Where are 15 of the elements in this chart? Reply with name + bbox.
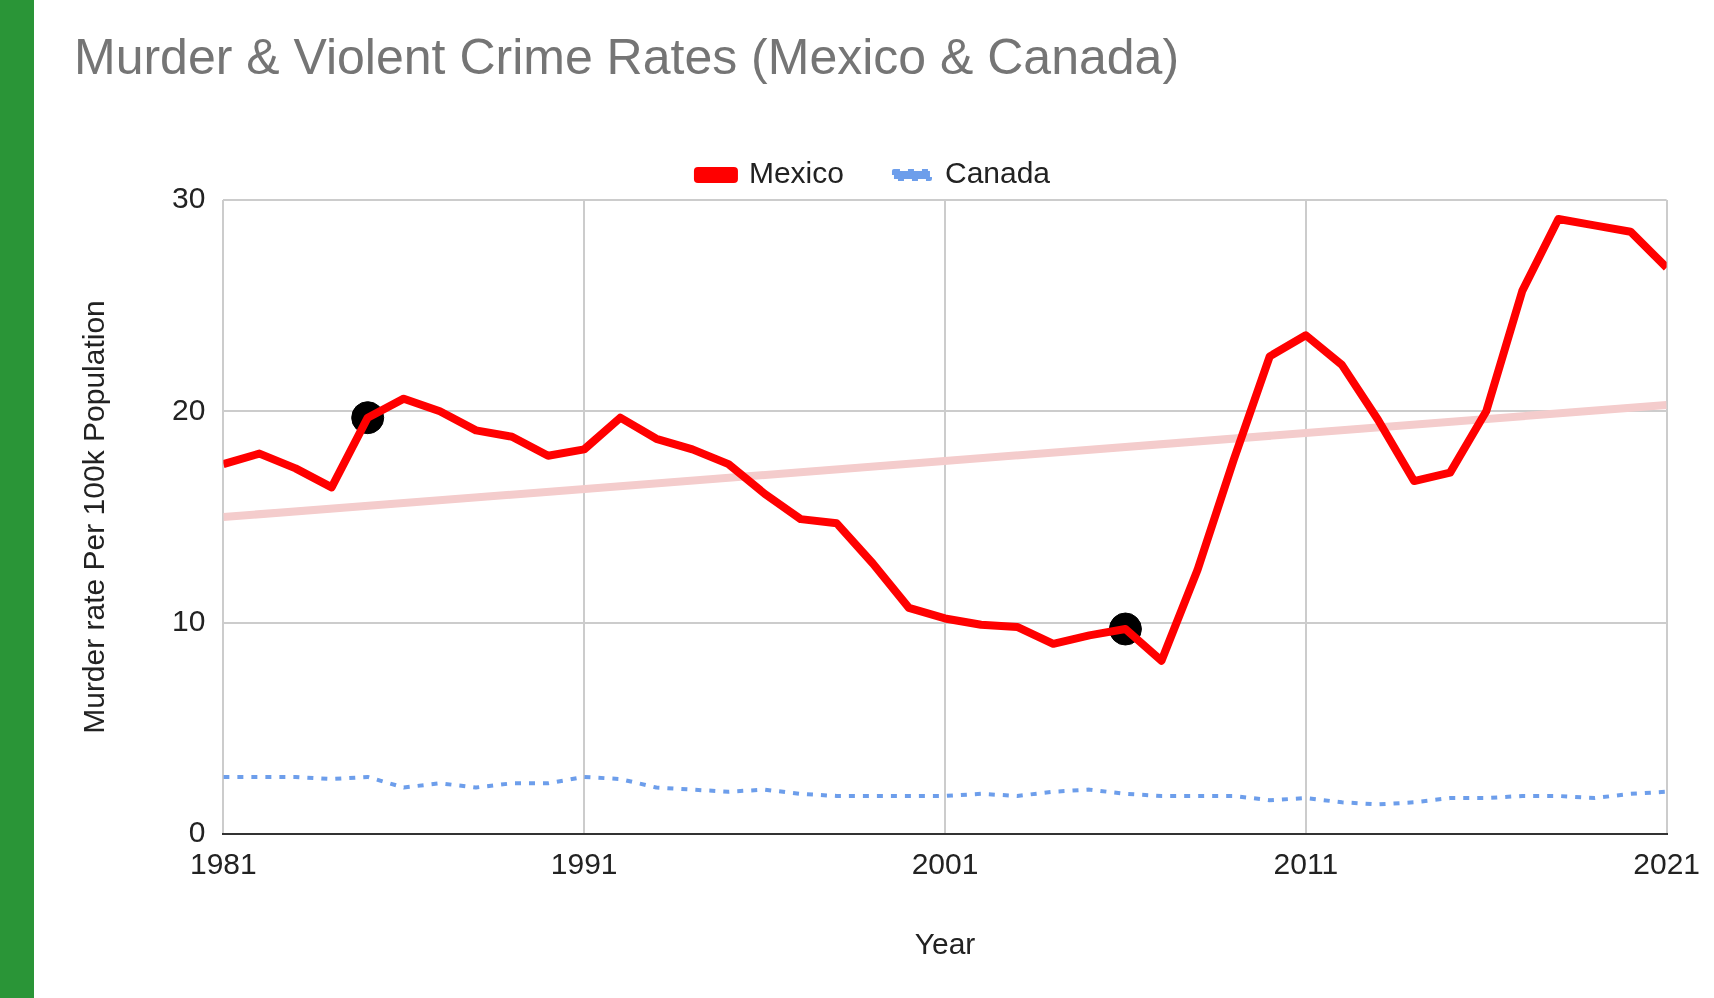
chart-title: Murder & Violent Crime Rates (Mexico & Canada) (74, 28, 1180, 85)
x-axis-title: Year (914, 927, 976, 961)
x-tick-label: 2001 (911, 847, 979, 881)
x-tick-label: 2011 (1273, 847, 1339, 881)
x-tick-label: 2021 (1633, 847, 1701, 881)
line-series (223, 774, 1667, 807)
legend-label: Canada (944, 156, 1051, 190)
x-tick-label: 1991 (550, 847, 618, 881)
y-axis-title: Murder rate Per 100k Population (77, 300, 111, 734)
y-tick-label: 30 (171, 181, 206, 215)
legend-label: Mexico (748, 156, 844, 190)
y-tick-label: 20 (171, 392, 206, 426)
y-tick-label: 0 (188, 815, 206, 849)
y-tick-label: 10 (171, 603, 206, 637)
x-tick-label: 1981 (189, 847, 257, 881)
